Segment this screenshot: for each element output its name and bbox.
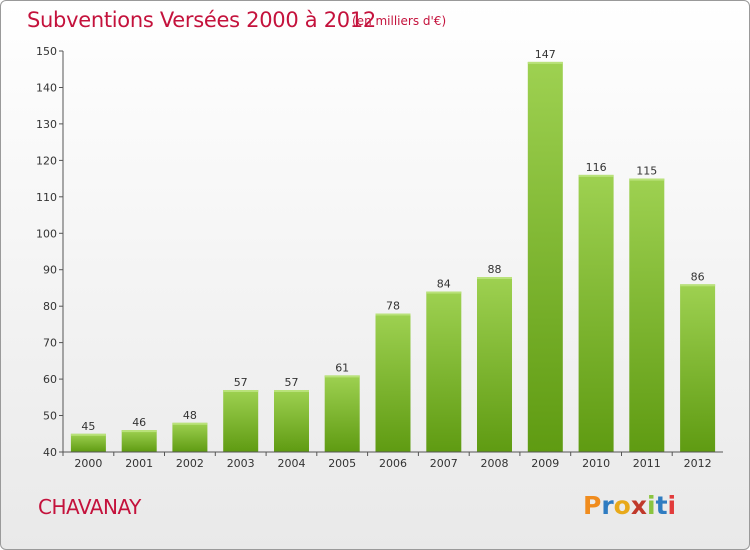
bar-top-highlight bbox=[527, 61, 563, 64]
value-label-2009: 147 bbox=[535, 48, 556, 61]
x-tick-label: 2004 bbox=[278, 457, 306, 470]
value-label-2002: 48 bbox=[183, 409, 197, 422]
bar-2002 bbox=[172, 422, 208, 452]
bar-top-highlight bbox=[680, 284, 716, 287]
bar-2009 bbox=[527, 61, 563, 453]
bar-top-highlight bbox=[172, 422, 208, 425]
bar-2004 bbox=[274, 390, 309, 452]
bar-top-highlight bbox=[324, 375, 360, 378]
x-tick-label: 2000 bbox=[74, 457, 102, 470]
y-tick-label: 120 bbox=[36, 154, 57, 167]
bar-top-highlight bbox=[629, 178, 665, 181]
value-label-2007: 84 bbox=[437, 278, 451, 291]
bar-top-highlight bbox=[121, 430, 157, 433]
bar-2005 bbox=[324, 375, 360, 452]
y-tick-label: 80 bbox=[43, 300, 57, 313]
bar-top-highlight bbox=[223, 390, 259, 392]
logo-letter: r bbox=[601, 491, 614, 520]
y-tick-label: 130 bbox=[36, 118, 57, 131]
bar-top-highlight bbox=[477, 277, 512, 279]
y-tick-label: 70 bbox=[43, 337, 57, 350]
value-label-2000: 45 bbox=[81, 420, 95, 433]
x-tick-label: 2011 bbox=[633, 457, 661, 470]
logo-letter: i bbox=[647, 491, 656, 520]
value-label-2003: 57 bbox=[234, 376, 248, 389]
y-tick-label: 100 bbox=[36, 227, 57, 240]
value-label-2008: 88 bbox=[488, 263, 502, 276]
bar-2000 bbox=[70, 433, 106, 452]
commune-name: CHAVANAY bbox=[38, 495, 141, 519]
bar-top-highlight bbox=[578, 174, 614, 177]
value-label-2005: 61 bbox=[335, 361, 349, 374]
logo-letter: o bbox=[613, 491, 631, 520]
x-tick-label: 2001 bbox=[125, 457, 153, 470]
logo-letter: i bbox=[667, 491, 677, 520]
value-label-2004: 57 bbox=[285, 376, 299, 389]
y-tick-label: 50 bbox=[43, 410, 57, 423]
y-tick-label: 90 bbox=[43, 264, 57, 277]
logo-letter: x bbox=[630, 491, 647, 520]
bar-2007 bbox=[426, 291, 462, 452]
proxiti-logo[interactable]: Proxiti bbox=[583, 491, 676, 520]
x-tick-label: 2008 bbox=[481, 457, 509, 470]
x-tick-label: 2005 bbox=[328, 457, 356, 470]
y-tick-label: 60 bbox=[43, 373, 57, 386]
bar-2010 bbox=[578, 174, 614, 452]
x-tick-label: 2003 bbox=[227, 457, 255, 470]
y-tick-label: 110 bbox=[36, 191, 57, 204]
bar-top-highlight bbox=[375, 313, 411, 316]
logo-letter: P bbox=[583, 491, 602, 520]
value-label-2012: 86 bbox=[691, 270, 705, 283]
value-label-2001: 46 bbox=[132, 416, 146, 429]
bar-2011 bbox=[629, 178, 665, 452]
bar-top-highlight bbox=[426, 291, 462, 294]
value-label-2006: 78 bbox=[386, 300, 400, 313]
value-label-2010: 116 bbox=[586, 161, 607, 174]
bar-2008 bbox=[477, 277, 512, 452]
bar-2003 bbox=[223, 390, 259, 452]
value-label-2011: 115 bbox=[636, 165, 657, 178]
x-tick-label: 2009 bbox=[531, 457, 559, 470]
y-tick-label: 150 bbox=[36, 45, 57, 58]
bar-top-highlight bbox=[70, 433, 106, 436]
chart-title: Subventions Versées 2000 à 2012 bbox=[27, 8, 376, 32]
y-tick-label: 140 bbox=[36, 82, 57, 95]
y-tick-label: 40 bbox=[43, 446, 57, 459]
bar-2006 bbox=[375, 313, 411, 452]
x-tick-label: 2007 bbox=[430, 457, 458, 470]
chart-subtitle: (en milliers d'€) bbox=[352, 14, 447, 28]
x-tick-label: 2010 bbox=[582, 457, 610, 470]
bar-2012 bbox=[680, 284, 716, 452]
x-tick-label: 2012 bbox=[684, 457, 712, 470]
bar-2001 bbox=[121, 430, 157, 452]
x-tick-label: 2006 bbox=[379, 457, 407, 470]
bar-top-highlight bbox=[274, 390, 309, 392]
logo-letter: t bbox=[655, 491, 668, 520]
x-tick-label: 2002 bbox=[176, 457, 204, 470]
